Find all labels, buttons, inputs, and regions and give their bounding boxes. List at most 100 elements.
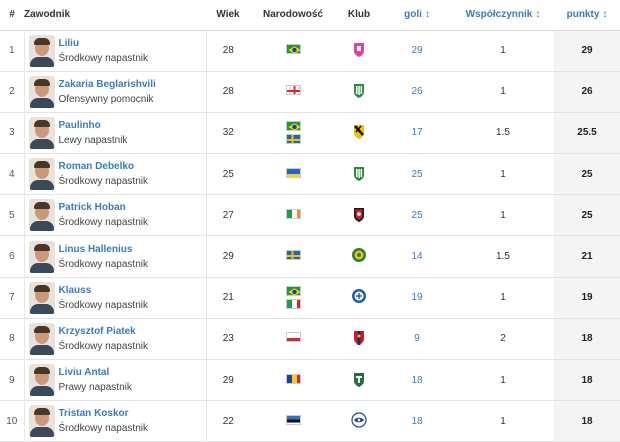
player-photo[interactable]	[28, 158, 55, 191]
brazil-flag-icon	[285, 121, 301, 132]
rank-cell: 6	[0, 235, 25, 278]
goals-cell: 25	[382, 153, 452, 196]
player-photo[interactable]	[28, 116, 55, 149]
player-photo[interactable]	[28, 240, 55, 273]
romania-flag-icon	[285, 373, 301, 384]
player-name-link[interactable]: Paulinho	[58, 119, 101, 131]
goals-cell: 14	[382, 235, 452, 278]
club-crest-icon[interactable]	[351, 288, 367, 304]
points-cell: 25	[554, 153, 620, 196]
table-row: 8 Krzysztof Piatek Środkowy napastnik 23 9 2 1…	[0, 318, 620, 361]
age-cell: 32	[206, 112, 250, 155]
player-cell: Paulinho Lewy napastnik	[24, 112, 207, 155]
ukraine-flag-icon	[285, 167, 301, 178]
player-position: Środkowy napastnik	[58, 52, 149, 64]
nationality-cell	[250, 153, 336, 196]
nationality-cell	[250, 400, 336, 442]
goals-cell: 18	[382, 400, 452, 442]
header-coef-label: Współczynnik	[465, 9, 533, 21]
rank-cell: 3	[0, 112, 25, 155]
header-club: Klub	[336, 0, 382, 31]
club-crest-icon[interactable]	[351, 412, 367, 428]
goals-cell: 18	[382, 359, 452, 402]
player-name-link[interactable]: Krzysztof Piatek	[58, 325, 136, 337]
club-cell	[336, 359, 382, 402]
georgia-flag-icon	[285, 85, 301, 96]
club-cell	[336, 30, 382, 72]
points-cell: 18	[554, 400, 620, 442]
sort-arrows-icon: ↕	[602, 9, 608, 21]
sort-goals-header[interactable]: goli ↕	[382, 0, 452, 31]
club-crest-icon[interactable]	[351, 165, 367, 181]
table-row: 4 Roman Debelko Środkowy napastnik 25 25 1 25	[0, 153, 620, 196]
player-name-link[interactable]: Zakaria Beglarishvili	[58, 78, 156, 90]
estonia-flag-icon	[285, 414, 301, 425]
player-name-link[interactable]: Linus Hallenius	[58, 243, 133, 255]
player-name-link[interactable]: Patrick Hoban	[58, 202, 126, 214]
player-photo[interactable]	[28, 281, 55, 314]
age-cell: 28	[206, 30, 250, 72]
player-cell: Klauss Środkowy napastnik	[24, 277, 207, 319]
age-cell: 28	[206, 71, 250, 113]
sort-coefficient-header[interactable]: Współczynnik ↕	[452, 0, 554, 31]
club-cell	[336, 277, 382, 319]
club-crest-icon[interactable]	[351, 247, 367, 263]
nationality-cell	[250, 71, 336, 113]
age-cell: 21	[206, 277, 250, 319]
table-row: 5 Patrick Hoban Środkowy napastnik 27 25 1 25	[0, 194, 620, 237]
player-photo[interactable]	[28, 75, 55, 108]
coefficient-cell: 1.5	[452, 235, 554, 278]
player-name-link[interactable]: Roman Debelko	[58, 161, 135, 173]
player-cell: Liviu Antal Prawy napastnik	[24, 359, 207, 402]
club-crest-icon[interactable]	[351, 123, 367, 140]
player-position: Ofensywny pomocnik	[58, 93, 154, 105]
goals-cell: 17	[382, 112, 452, 155]
ireland-flag-icon	[285, 208, 301, 219]
player-photo[interactable]	[28, 34, 55, 67]
club-cell	[336, 318, 382, 361]
points-cell: 26	[554, 71, 620, 113]
club-cell	[336, 112, 382, 155]
player-photo[interactable]	[28, 322, 55, 355]
club-crest-icon[interactable]	[351, 329, 367, 346]
goals-cell: 26	[382, 71, 452, 113]
player-name-link[interactable]: Liviu Antal	[58, 367, 110, 379]
points-cell: 18	[554, 318, 620, 361]
goals-cell: 29	[382, 30, 452, 72]
player-position: Środkowy napastnik	[58, 423, 149, 435]
club-crest-icon[interactable]	[351, 82, 367, 99]
club-cell	[336, 400, 382, 442]
coefficient-cell: 1.5	[452, 112, 554, 155]
player-name-link[interactable]: Liliu	[58, 37, 80, 49]
rank-cell: 7	[0, 277, 25, 319]
coefficient-cell: 1	[452, 71, 554, 113]
points-cell: 25	[554, 194, 620, 237]
nationality-cell	[250, 112, 336, 155]
rank-cell: 1	[0, 30, 25, 72]
coefficient-cell: 1	[452, 194, 554, 237]
sweden-flag-icon	[285, 134, 301, 145]
brazil-flag-icon	[285, 44, 301, 55]
header-num: #	[0, 0, 24, 31]
player-name-link[interactable]: Klauss	[58, 284, 92, 296]
rank-cell: 9	[0, 359, 25, 402]
club-crest-icon[interactable]	[351, 41, 367, 58]
player-name-link[interactable]: Tristan Koskor	[58, 408, 129, 420]
coefficient-cell: 1	[452, 359, 554, 402]
table-row: 2 Zakaria Beglarishvili Ofensywny pomocnik…	[0, 71, 620, 113]
player-photo[interactable]	[28, 199, 55, 232]
sort-arrows-icon: ↕	[535, 9, 541, 21]
club-crest-icon[interactable]	[351, 371, 367, 387]
header-goals-label: goli	[404, 9, 422, 21]
club-crest-icon[interactable]	[351, 206, 367, 222]
player-cell: Tristan Koskor Środkowy napastnik	[24, 400, 207, 442]
table-row: 7 Klauss Środkowy napastnik 21 19 1 19	[0, 277, 620, 319]
coefficient-cell: 2	[452, 318, 554, 361]
player-photo[interactable]	[28, 405, 55, 438]
sort-points-header[interactable]: punkty ↕	[554, 0, 620, 31]
table-header-row: # Zawodnik Wiek Narodowość Klub goli ↕ Ws…	[0, 0, 620, 31]
player-photo[interactable]	[28, 364, 55, 397]
nationality-cell	[250, 30, 336, 72]
table-row: 10 Tristan Koskor Środkowy napastnik 22 18 1 1…	[0, 400, 620, 442]
